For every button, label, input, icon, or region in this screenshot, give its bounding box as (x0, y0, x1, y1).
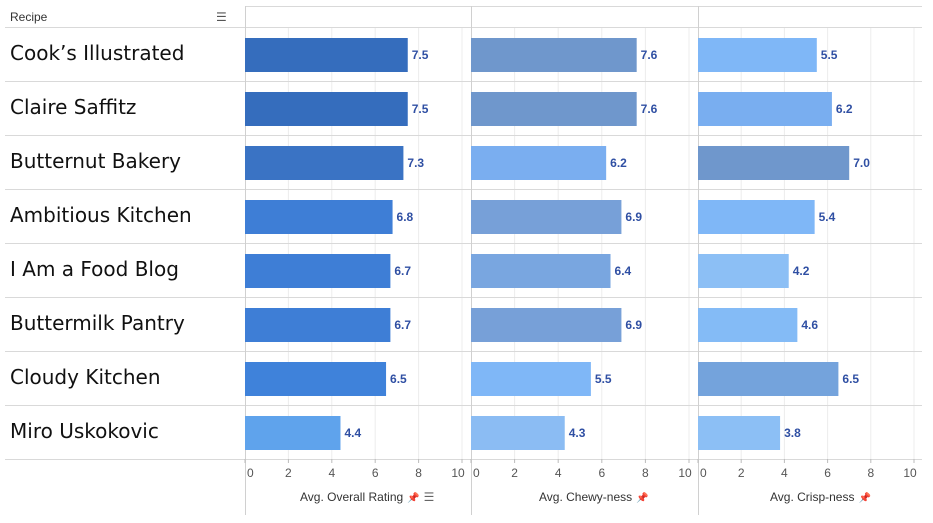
bar (698, 38, 817, 72)
row-label: Cook’s Illustrated (10, 41, 185, 65)
tick-label: 6 (598, 466, 605, 480)
data-label: 6.5 (390, 372, 407, 386)
bar (245, 362, 387, 396)
data-label: 4.3 (569, 426, 586, 440)
tick-label: 8 (415, 466, 422, 480)
data-label: 7.5 (412, 102, 429, 116)
row-label: Butternut Bakery (10, 149, 182, 173)
bar (698, 200, 815, 234)
tick-label: 0 (473, 466, 480, 480)
bar (245, 92, 408, 126)
tick-label: 2 (285, 466, 292, 480)
bar (471, 362, 591, 396)
axis-title-text: Avg. Chewy-ness (539, 490, 633, 504)
axis-title-text: Avg. Overall Rating (300, 490, 404, 504)
sort-icon[interactable]: ☰ (423, 490, 435, 504)
bar (471, 38, 637, 72)
row-label: I Am a Food Blog (10, 257, 179, 281)
bar (245, 254, 391, 288)
bar (698, 308, 798, 342)
bar (471, 254, 611, 288)
bar (471, 92, 637, 126)
data-label: 4.6 (801, 318, 818, 332)
pin-icon[interactable]: 📌 (636, 493, 649, 504)
column-title: Recipe (10, 10, 48, 24)
data-label: 6.5 (842, 372, 859, 386)
axis-title[interactable]: Avg. Chewy-ness 📌 (539, 490, 649, 504)
row-label: Miro Uskokovic (10, 419, 159, 443)
data-label: 6.2 (836, 102, 853, 116)
tick-label: 0 (247, 466, 254, 480)
data-label: 5.4 (819, 210, 836, 224)
bar (698, 254, 789, 288)
bar (698, 92, 832, 126)
data-label: 7.6 (641, 48, 658, 62)
axis-title[interactable]: Avg. Crisp-ness 📌 (770, 490, 871, 504)
data-label: 7.0 (853, 156, 870, 170)
bar (698, 416, 781, 450)
tick-label: 2 (738, 466, 745, 480)
row-label: Cloudy Kitchen (10, 365, 161, 389)
column-header-recipe[interactable]: Recipe ☰ (0, 6, 245, 28)
data-label: 4.4 (344, 426, 361, 440)
axis-title-text: Avg. Crisp-ness (770, 490, 855, 504)
data-label: 6.2 (610, 156, 627, 170)
data-label: 6.8 (397, 210, 414, 224)
tick-label: 8 (867, 466, 874, 480)
bar (245, 200, 393, 234)
data-label: 4.2 (793, 264, 810, 278)
bar (471, 146, 607, 180)
bar (471, 200, 622, 234)
tick-label: 4 (328, 466, 335, 480)
data-label: 5.5 (595, 372, 612, 386)
data-label: 7.6 (641, 102, 658, 116)
tick-label: 8 (642, 466, 649, 480)
data-label: 6.9 (625, 210, 642, 224)
bar (245, 416, 341, 450)
tick-label: 4 (781, 466, 788, 480)
data-label: 6.7 (394, 318, 411, 332)
data-label: 6.9 (625, 318, 642, 332)
data-label: 5.5 (821, 48, 838, 62)
tick-label: 6 (824, 466, 831, 480)
tick-label: 2 (511, 466, 518, 480)
tick-label: 10 (903, 466, 917, 480)
sort-icon[interactable]: ☰ (216, 10, 227, 24)
tick-label: 10 (451, 466, 465, 480)
tick-label: 0 (700, 466, 707, 480)
row-label: Claire Saffitz (10, 95, 137, 119)
data-label: 6.4 (615, 264, 632, 278)
tick-label: 4 (555, 466, 562, 480)
pin-icon[interactable]: 📌 (407, 493, 420, 504)
bar (471, 308, 622, 342)
bar (698, 362, 839, 396)
bar (245, 308, 391, 342)
bar (245, 38, 408, 72)
data-label: 7.5 (412, 48, 429, 62)
data-label: 3.8 (784, 426, 801, 440)
tick-label: 10 (678, 466, 692, 480)
tick-label: 6 (372, 466, 379, 480)
bar (698, 146, 850, 180)
data-label: 6.7 (394, 264, 411, 278)
row-label: Buttermilk Pantry (10, 311, 185, 335)
data-label: 7.3 (407, 156, 424, 170)
row-label: Ambitious Kitchen (10, 203, 192, 227)
pin-icon[interactable]: 📌 (858, 493, 871, 504)
bar (471, 416, 565, 450)
bar (245, 146, 404, 180)
axis-title[interactable]: Avg. Overall Rating 📌 ☰ (300, 490, 434, 504)
